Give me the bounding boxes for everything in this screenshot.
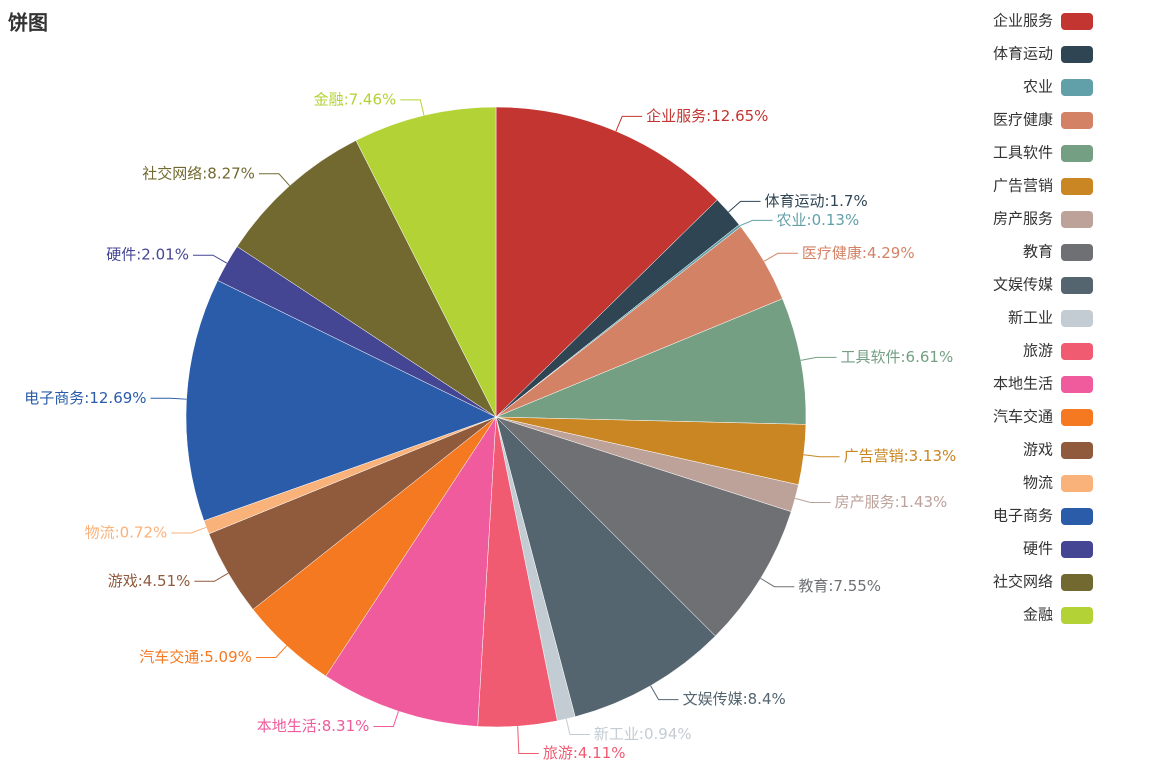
legend-label: 社交网络 bbox=[993, 573, 1053, 591]
label-line bbox=[739, 219, 773, 227]
legend-label: 房产服务 bbox=[993, 210, 1053, 228]
label-line bbox=[803, 454, 840, 458]
legend-swatch bbox=[1061, 112, 1093, 129]
legend-label: 医疗健康 bbox=[993, 111, 1053, 129]
pie-slice bbox=[495, 416, 792, 637]
label-line bbox=[517, 726, 539, 755]
label-line bbox=[255, 645, 288, 658]
data-label: 社交网络:8.27% bbox=[142, 164, 255, 182]
data-label: 电子商务:12.69% bbox=[24, 389, 146, 407]
data-label: 汽车交通:5.09% bbox=[139, 648, 252, 666]
data-label: 本地生活:8.31% bbox=[257, 717, 370, 735]
data-label: 工具软件:6.61% bbox=[841, 348, 954, 366]
label-line bbox=[728, 200, 761, 213]
data-label: 物流:0.72% bbox=[85, 523, 168, 541]
legend-label: 本地生活 bbox=[993, 375, 1053, 393]
legend-label: 文娱传媒 bbox=[993, 276, 1053, 294]
data-label: 广告营销:3.13% bbox=[844, 447, 957, 465]
data-label: 硬件:2.01% bbox=[106, 246, 189, 264]
data-label: 教育:7.55% bbox=[798, 577, 881, 595]
label-line bbox=[258, 173, 290, 187]
legend-label: 新工业 bbox=[1008, 309, 1053, 327]
pie-slice bbox=[236, 140, 497, 418]
data-label: 旅游:4.11% bbox=[543, 744, 626, 762]
legend-label: 金融 bbox=[1023, 606, 1053, 624]
label-line bbox=[400, 99, 425, 116]
label-line bbox=[194, 572, 229, 582]
label-line bbox=[650, 685, 679, 701]
data-label: 房产服务:1.43% bbox=[835, 493, 948, 511]
label-line bbox=[800, 356, 837, 361]
pie-slice bbox=[325, 416, 497, 727]
legend-swatch bbox=[1061, 244, 1093, 261]
data-label: 企业服务:12.65% bbox=[646, 107, 768, 125]
legend-label: 旅游 bbox=[1023, 342, 1053, 360]
legend-label: 体育运动 bbox=[993, 45, 1053, 63]
label-line bbox=[565, 718, 590, 736]
legend-label: 农业 bbox=[1023, 78, 1053, 96]
legend-swatch bbox=[1061, 409, 1093, 426]
legend-swatch bbox=[1061, 508, 1093, 525]
legend-label: 汽车交通 bbox=[993, 408, 1053, 426]
label-line bbox=[615, 115, 643, 132]
legend-swatch bbox=[1061, 310, 1093, 327]
pie-slice bbox=[185, 280, 497, 522]
legend-swatch bbox=[1061, 541, 1093, 558]
legend-swatch bbox=[1061, 442, 1093, 459]
legend-swatch bbox=[1061, 376, 1093, 393]
legend-label: 游戏 bbox=[1023, 441, 1053, 459]
legend-swatch bbox=[1061, 343, 1093, 360]
label-line bbox=[150, 397, 187, 400]
legend-swatch bbox=[1061, 145, 1093, 162]
legend-label: 企业服务 bbox=[993, 12, 1053, 30]
legend-swatch bbox=[1061, 277, 1093, 294]
legend-swatch bbox=[1061, 79, 1093, 96]
label-line bbox=[760, 577, 795, 588]
data-label: 文娱传媒:8.4% bbox=[683, 690, 786, 708]
pie-slice bbox=[495, 298, 807, 425]
data-label: 游戏:4.51% bbox=[108, 572, 191, 590]
legend-label: 硬件 bbox=[1023, 540, 1053, 558]
legend-swatch bbox=[1061, 574, 1093, 591]
legend-label: 电子商务 bbox=[993, 507, 1053, 525]
label-line bbox=[763, 252, 798, 262]
pie-slice bbox=[495, 106, 718, 418]
legend-label: 工具软件 bbox=[993, 144, 1053, 162]
legend-swatch bbox=[1061, 46, 1093, 63]
legend-swatch bbox=[1061, 13, 1093, 30]
legend-label: 广告营销 bbox=[993, 177, 1053, 195]
legend-swatch bbox=[1061, 475, 1093, 492]
legend-label: 物流 bbox=[1023, 474, 1053, 492]
chart-title: 饼图 bbox=[8, 11, 48, 35]
label-line bbox=[795, 497, 831, 504]
data-label: 体育运动:1.7% bbox=[765, 192, 868, 210]
legend-swatch bbox=[1061, 178, 1093, 195]
label-line bbox=[373, 711, 399, 727]
data-label: 新工业:0.94% bbox=[594, 725, 692, 743]
legend-swatch bbox=[1061, 211, 1093, 228]
legend-swatch bbox=[1061, 607, 1093, 624]
pie-slice bbox=[355, 106, 497, 418]
data-label: 农业:0.13% bbox=[777, 211, 860, 229]
data-label: 医疗健康:4.29% bbox=[802, 244, 915, 262]
data-label: 金融:7.46% bbox=[314, 90, 397, 108]
label-line bbox=[192, 254, 228, 264]
legend-label: 教育 bbox=[1023, 243, 1053, 261]
label-line bbox=[171, 526, 207, 534]
